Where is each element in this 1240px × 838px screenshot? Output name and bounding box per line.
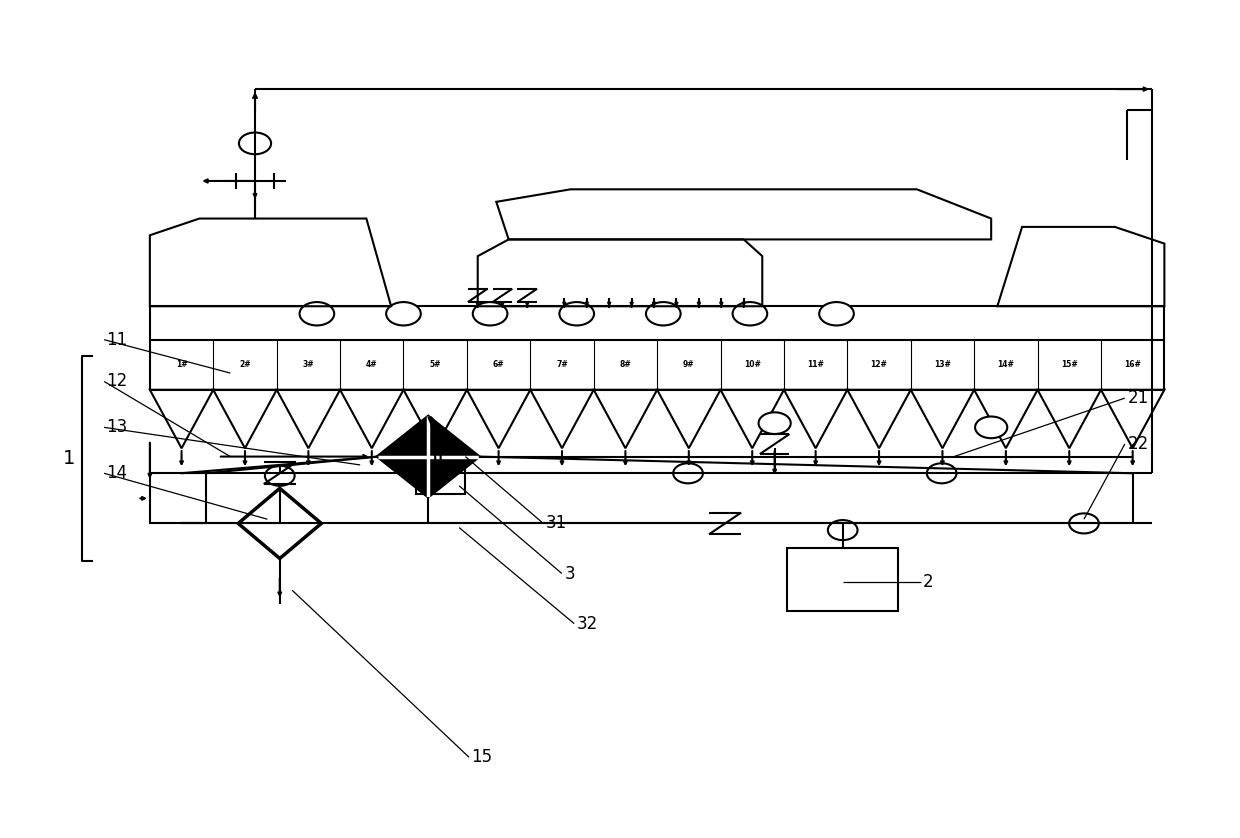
Polygon shape	[378, 416, 479, 497]
Bar	[150, 473, 206, 524]
Circle shape	[733, 302, 768, 325]
Text: 3: 3	[564, 565, 575, 582]
Text: 32: 32	[577, 614, 598, 633]
Bar	[415, 453, 465, 494]
Text: 2: 2	[923, 573, 934, 591]
Text: 11: 11	[107, 331, 128, 349]
Text: 12#: 12#	[870, 360, 888, 370]
Text: 7#: 7#	[556, 360, 568, 370]
Text: 13: 13	[107, 418, 128, 437]
Text: 3#: 3#	[303, 360, 314, 370]
Bar	[150, 306, 1164, 390]
Text: 12: 12	[107, 372, 128, 391]
Text: 15: 15	[471, 748, 492, 766]
Circle shape	[472, 302, 507, 325]
Text: 11#: 11#	[807, 360, 825, 370]
Text: 4#: 4#	[366, 360, 378, 370]
Text: 13#: 13#	[934, 360, 951, 370]
Text: 9#: 9#	[683, 360, 694, 370]
Text: 14: 14	[107, 464, 128, 483]
Text: 2#: 2#	[239, 360, 250, 370]
Circle shape	[673, 463, 703, 484]
Circle shape	[386, 302, 420, 325]
Text: 6#: 6#	[492, 360, 505, 370]
Bar	[787, 548, 898, 611]
Text: 5#: 5#	[429, 360, 441, 370]
Text: 21: 21	[1127, 389, 1148, 407]
Text: 1: 1	[63, 449, 76, 468]
Text: 8#: 8#	[620, 360, 631, 370]
Circle shape	[759, 412, 791, 434]
Circle shape	[828, 520, 858, 541]
Circle shape	[926, 463, 956, 484]
Text: 10#: 10#	[744, 360, 760, 370]
Circle shape	[239, 132, 272, 154]
Circle shape	[646, 302, 681, 325]
Circle shape	[265, 466, 295, 486]
Text: 22: 22	[1127, 435, 1148, 453]
Circle shape	[1069, 514, 1099, 534]
Text: 1#: 1#	[176, 360, 187, 370]
Circle shape	[975, 416, 1007, 438]
Text: 14#: 14#	[997, 360, 1014, 370]
Text: 15#: 15#	[1061, 360, 1078, 370]
Circle shape	[820, 302, 854, 325]
Text: 31: 31	[546, 515, 567, 532]
Circle shape	[300, 302, 335, 325]
Circle shape	[559, 302, 594, 325]
Text: 16#: 16#	[1125, 360, 1141, 370]
